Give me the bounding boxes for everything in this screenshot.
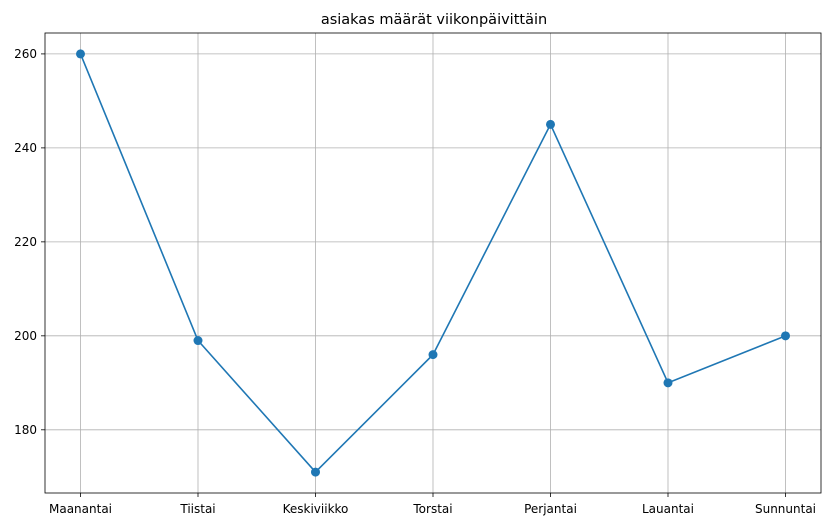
grid-lines xyxy=(45,33,821,493)
x-tick-label: Maanantai xyxy=(49,502,112,516)
data-point xyxy=(546,119,555,129)
y-tick-label: 180 xyxy=(14,423,37,437)
data-point xyxy=(193,336,203,346)
y-tick-label: 240 xyxy=(14,141,37,155)
data-point xyxy=(663,378,673,388)
x-tick-label: Torstai xyxy=(412,502,452,516)
y-tick-label: 260 xyxy=(14,47,37,61)
tick-marks xyxy=(41,53,786,497)
data-point xyxy=(781,331,790,341)
x-tick-label: Perjantai xyxy=(524,502,577,516)
x-tick-label: Tiistai xyxy=(179,502,215,516)
data-point xyxy=(76,49,85,59)
y-tick-label: 220 xyxy=(14,235,37,249)
tick-labels: Maanantai Tiistai Keskiviikko Torstai Perjan… xyxy=(14,47,816,516)
chart-title: asiakas määrät viikonpäivittäin xyxy=(321,12,547,28)
data-point xyxy=(428,350,438,360)
data-point xyxy=(311,467,320,477)
x-tick-label: Keskiviikko xyxy=(283,502,349,516)
x-tick-label: Sunnuntai xyxy=(755,502,816,516)
y-tick-label: 200 xyxy=(14,329,37,343)
x-tick-label: Lauantai xyxy=(642,502,694,516)
series-layer xyxy=(76,49,790,477)
